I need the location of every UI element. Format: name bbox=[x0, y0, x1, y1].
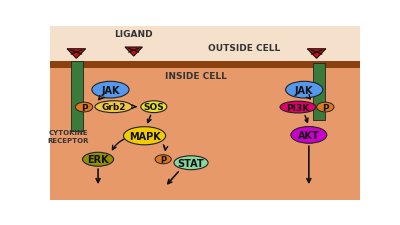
Bar bbox=[71, 62, 83, 131]
Ellipse shape bbox=[95, 101, 132, 113]
Polygon shape bbox=[67, 50, 86, 59]
Ellipse shape bbox=[82, 153, 114, 166]
Bar bbox=[50, 62, 360, 69]
Bar bbox=[313, 63, 325, 121]
Ellipse shape bbox=[280, 102, 316, 113]
Text: SOS: SOS bbox=[144, 103, 164, 112]
Circle shape bbox=[76, 103, 93, 112]
Circle shape bbox=[155, 155, 171, 164]
Ellipse shape bbox=[291, 127, 327, 144]
Polygon shape bbox=[125, 48, 142, 57]
Text: P: P bbox=[81, 103, 88, 112]
Text: OUTSIDE CELL: OUTSIDE CELL bbox=[208, 44, 280, 53]
Text: PI3K: PI3K bbox=[286, 103, 310, 112]
Ellipse shape bbox=[286, 82, 323, 99]
Text: MAPK: MAPK bbox=[129, 131, 160, 141]
Text: STAT: STAT bbox=[178, 158, 204, 168]
Text: ERK: ERK bbox=[87, 155, 109, 164]
Text: LIGAND: LIGAND bbox=[114, 30, 153, 39]
Ellipse shape bbox=[174, 156, 208, 170]
Bar bbox=[50, 62, 360, 200]
Text: JAK: JAK bbox=[295, 85, 314, 95]
Text: P: P bbox=[322, 103, 328, 112]
Text: Grb2: Grb2 bbox=[101, 103, 126, 112]
Bar bbox=[50, 27, 360, 62]
Circle shape bbox=[317, 103, 334, 112]
Ellipse shape bbox=[124, 127, 166, 145]
Text: INSIDE CELL: INSIDE CELL bbox=[165, 71, 227, 80]
Text: P: P bbox=[160, 155, 166, 164]
Ellipse shape bbox=[141, 101, 167, 113]
Ellipse shape bbox=[92, 82, 129, 99]
Polygon shape bbox=[307, 50, 326, 59]
Text: AKT: AKT bbox=[298, 130, 320, 140]
Text: CYTOKINE
RECEPTOR: CYTOKINE RECEPTOR bbox=[48, 129, 89, 143]
Text: JAK: JAK bbox=[101, 85, 120, 95]
